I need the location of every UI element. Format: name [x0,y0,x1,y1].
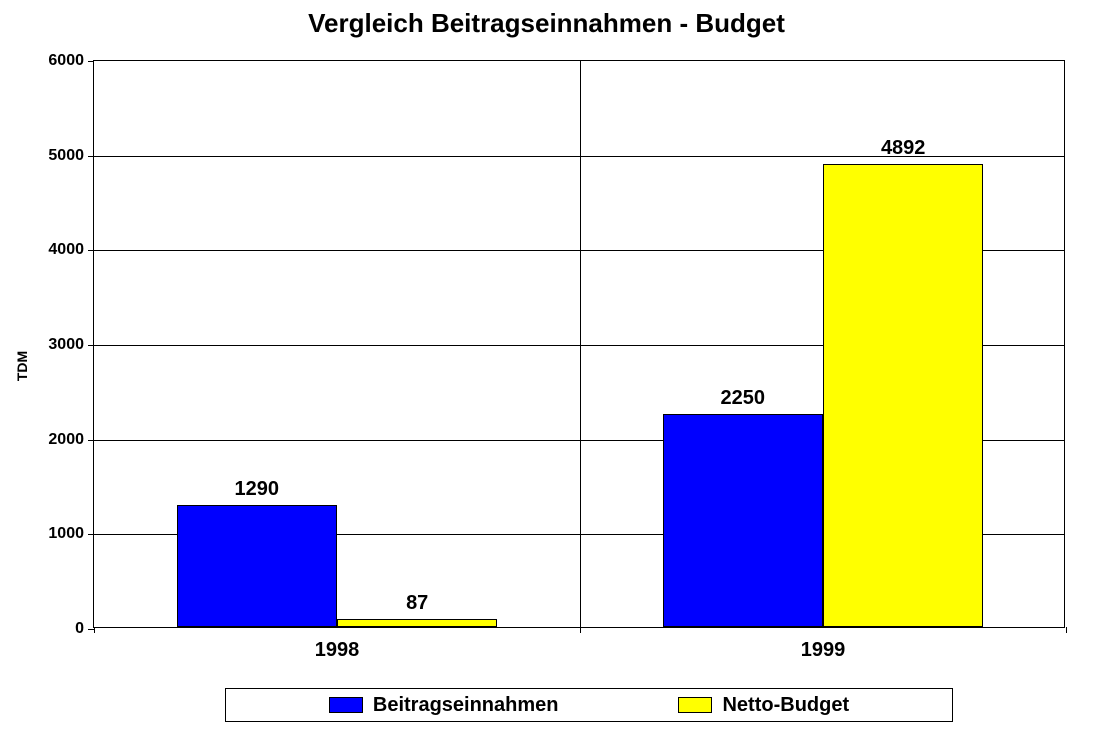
legend-label: Netto-Budget [722,694,849,717]
x-tick-mark [1066,627,1067,633]
bar-value-label: 1290 [235,478,280,501]
category-separator [580,61,581,627]
legend-item: Netto-Budget [678,694,849,717]
bar [823,164,983,627]
y-axis-title: TDM [14,351,30,381]
legend-label: Beitragseinnahmen [373,694,559,717]
y-tick-label: 1000 [48,525,94,543]
x-tick-label: 1998 [315,627,360,662]
bar [177,505,337,627]
legend-swatch [678,697,712,713]
y-tick-label: 5000 [48,147,94,165]
x-tick-mark [94,627,95,633]
legend: Beitragseinnahmen Netto-Budget [225,688,953,722]
x-tick-label: 1999 [801,627,846,662]
y-tick-label: 3000 [48,336,94,354]
bar-value-label: 4892 [881,137,926,160]
bar-chart: Vergleich Beitragseinnahmen - Budget TDM… [0,0,1093,732]
plot-area: 0100020003000400050006000199819991290872… [93,60,1065,628]
y-tick-label: 6000 [48,52,94,70]
y-tick-label: 0 [75,620,94,638]
y-tick-label: 2000 [48,431,94,449]
x-tick-mark [580,627,581,633]
bar-value-label: 87 [406,592,428,615]
legend-item: Beitragseinnahmen [329,694,559,717]
bar [337,619,497,627]
bar-value-label: 2250 [721,387,766,410]
bar [663,414,823,627]
y-tick-label: 4000 [48,241,94,259]
legend-swatch [329,697,363,713]
chart-title: Vergleich Beitragseinnahmen - Budget [0,8,1093,39]
